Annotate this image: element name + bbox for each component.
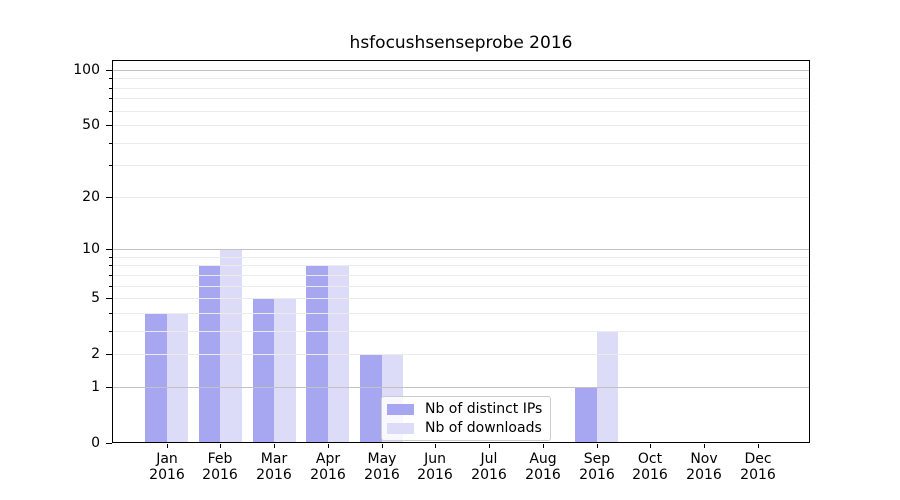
x-tick-label-may: May 2016 xyxy=(364,451,400,483)
legend-item-downloads: Nb of downloads xyxy=(387,420,542,436)
x-tick-oct xyxy=(650,444,651,448)
legend-item-distinct-ips: Nb of distinct IPs xyxy=(387,401,542,417)
y-minor-tick-8 xyxy=(109,265,112,266)
y-minor-tick-30 xyxy=(109,165,112,166)
y-minor-tick-40 xyxy=(109,143,112,144)
y-tick-10 xyxy=(106,249,112,250)
x-tick-jan xyxy=(167,444,168,448)
bar-downloads-jan xyxy=(166,312,189,443)
y-minor-tick-6 xyxy=(109,286,112,287)
x-tick-label-jul: Jul 2016 xyxy=(471,451,507,483)
y-tick-label-100: 100 xyxy=(73,62,100,78)
y-tick-0 xyxy=(106,443,112,444)
plot-area xyxy=(112,60,810,443)
y-minor-tick-3 xyxy=(109,331,112,332)
bar-distinct-ips-mar xyxy=(252,298,275,443)
x-tick-label-oct: Oct 2016 xyxy=(632,451,668,483)
x-tick-label-apr: Apr 2016 xyxy=(310,451,346,483)
legend-swatch-distinct-ips xyxy=(387,403,414,415)
x-tick-feb xyxy=(220,444,221,448)
y-tick-1 xyxy=(106,387,112,388)
bar-distinct-ips-may xyxy=(360,354,382,443)
bar-downloads-sep xyxy=(596,330,619,443)
y-tick-label-50: 50 xyxy=(82,117,100,133)
y-minor-tick-80 xyxy=(109,88,112,89)
y-minor-tick-70 xyxy=(109,98,112,99)
y-tick-5 xyxy=(106,298,112,299)
y-minor-tick-7 xyxy=(109,275,112,276)
x-tick-label-aug: Aug 2016 xyxy=(525,451,561,483)
bars-layer xyxy=(112,60,810,443)
bar-distinct-ips-sep xyxy=(575,386,597,443)
bar-downloads-feb xyxy=(220,249,242,443)
legend-label-downloads: Nb of downloads xyxy=(425,420,542,436)
x-tick-label-sep: Sep 2016 xyxy=(579,451,615,483)
x-tick-jun xyxy=(435,444,436,448)
x-tick-aug xyxy=(543,444,544,448)
y-tick-label-2: 2 xyxy=(91,346,100,362)
y-tick-50 xyxy=(106,125,112,126)
x-tick-jul xyxy=(489,444,490,448)
x-tick-label-jan: Jan 2016 xyxy=(149,451,185,483)
x-tick-apr xyxy=(328,444,329,448)
legend-label-distinct-ips: Nb of distinct IPs xyxy=(425,401,543,417)
y-tick-20 xyxy=(106,197,112,198)
y-tick-100 xyxy=(106,70,112,71)
y-tick-label-0: 0 xyxy=(91,435,100,451)
y-minor-tick-9 xyxy=(109,257,112,258)
x-tick-may xyxy=(382,444,383,448)
y-tick-2 xyxy=(106,354,112,355)
x-tick-label-jun: Jun 2016 xyxy=(417,451,453,483)
y-minor-tick-60 xyxy=(109,111,112,112)
x-tick-mar xyxy=(274,444,275,448)
legend: Nb of distinct IPs Nb of downloads xyxy=(381,396,552,441)
y-minor-tick-4 xyxy=(109,313,112,314)
bar-distinct-ips-feb xyxy=(198,265,221,443)
bar-downloads-apr xyxy=(327,265,350,443)
bar-downloads-mar xyxy=(274,298,296,443)
x-tick-nov xyxy=(704,444,705,448)
chart-title: hsfocushsenseprobe 2016 xyxy=(349,33,573,53)
bar-distinct-ips-jan xyxy=(145,312,167,443)
y-minor-tick-90 xyxy=(109,78,112,79)
legend-swatch-downloads xyxy=(387,422,414,434)
y-tick-label-5: 5 xyxy=(91,290,100,306)
x-tick-label-feb: Feb 2016 xyxy=(202,451,238,483)
x-tick-label-nov: Nov 2016 xyxy=(686,451,722,483)
x-tick-label-mar: Mar 2016 xyxy=(256,451,292,483)
x-tick-dec xyxy=(758,444,759,448)
x-tick-sep xyxy=(597,444,598,448)
bar-distinct-ips-apr xyxy=(306,265,328,443)
y-tick-label-20: 20 xyxy=(82,189,100,205)
x-tick-label-dec: Dec 2016 xyxy=(740,451,776,483)
y-tick-label-10: 10 xyxy=(82,241,100,257)
y-tick-label-1: 1 xyxy=(91,379,100,395)
